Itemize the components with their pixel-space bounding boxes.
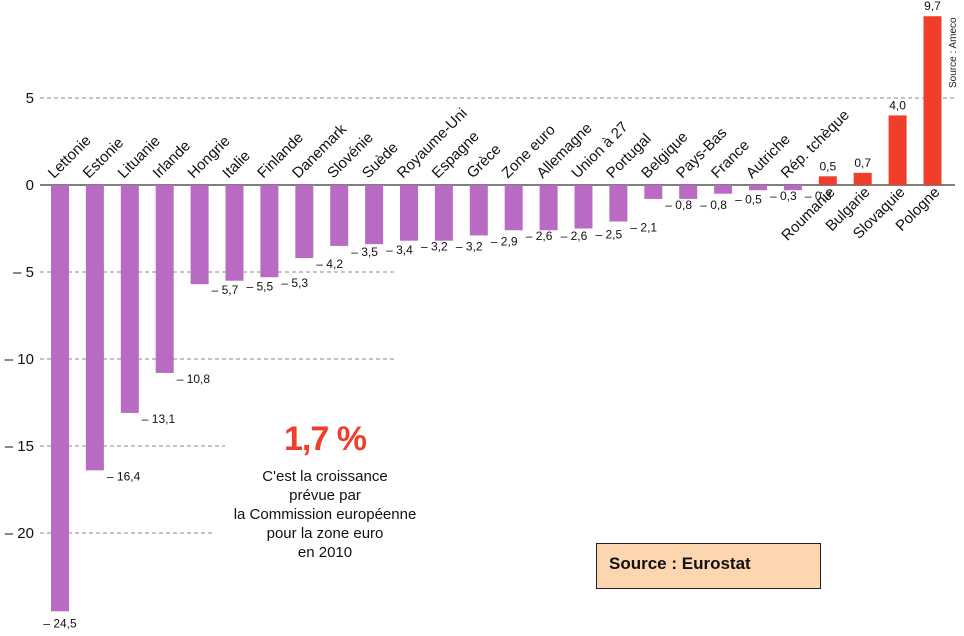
bar	[644, 185, 663, 199]
value-label: 9,7	[924, 0, 941, 13]
bar	[51, 185, 69, 612]
value-label: – 10,8	[177, 372, 211, 386]
value-label: – 2,6	[561, 229, 588, 243]
value-label: – 0,3	[770, 189, 797, 203]
value-labels: – 24,5– 16,4– 13,1– 10,8– 5,7– 5,5– 5,3–…	[43, 0, 941, 630]
bar	[155, 185, 174, 373]
value-label: – 3,5	[351, 245, 378, 259]
value-label: – 2,6	[526, 229, 553, 243]
bar	[400, 185, 418, 241]
value-label: – 3,4	[386, 243, 413, 257]
bar	[853, 172, 872, 185]
category-labels: LettonieEstonieLituanieIrlandeHongrieIta…	[45, 105, 944, 244]
bar	[260, 185, 279, 278]
bar	[190, 185, 209, 285]
y-tick-label: 0	[26, 177, 34, 194]
bar	[295, 185, 314, 259]
bar	[888, 115, 907, 185]
bar	[818, 176, 837, 185]
value-label: – 3,2	[421, 240, 448, 254]
value-label: – 0,5	[735, 193, 762, 207]
bar	[923, 16, 942, 185]
value-label: – 5,3	[281, 276, 308, 290]
source-box: Source : Eurostat	[596, 543, 821, 589]
bar	[679, 185, 698, 199]
bar	[469, 185, 488, 236]
y-tick-label: – 10	[5, 351, 34, 368]
value-label: – 0,3	[805, 189, 832, 203]
bar	[783, 185, 802, 191]
value-label: – 2,1	[630, 221, 657, 235]
bar	[504, 185, 523, 231]
bar	[434, 185, 453, 241]
value-label: – 3,2	[456, 240, 483, 254]
value-label: 4,0	[889, 98, 906, 112]
callout-highlight: 1,7 %	[284, 420, 367, 458]
value-label: – 5,5	[247, 280, 274, 294]
bar	[749, 185, 767, 191]
y-tick-label: – 15	[5, 438, 34, 455]
value-label: 0,7	[854, 156, 871, 170]
callout-text: C'est la croissance prévue par la Commis…	[233, 468, 417, 561]
value-label: – 5,7	[212, 283, 239, 297]
bar	[120, 185, 139, 413]
value-label: – 2,9	[491, 234, 518, 248]
value-label: – 24,5	[43, 616, 77, 630]
value-label: – 2,5	[596, 228, 623, 242]
side-source-label: Source : Ameco	[948, 17, 959, 88]
value-label: – 13,1	[142, 412, 176, 426]
bar	[330, 185, 349, 246]
bar	[714, 185, 733, 194]
value-label: – 0,8	[700, 198, 727, 212]
value-label: – 0,8	[665, 198, 692, 212]
value-label: – 4,2	[316, 257, 343, 271]
y-axis: 5 0 – 5 – 10 – 15 – 20	[5, 90, 34, 542]
y-tick-label: – 20	[5, 525, 34, 542]
y-tick-label: – 5	[13, 264, 34, 281]
bar	[574, 185, 593, 229]
bar	[539, 185, 558, 231]
bar	[365, 185, 384, 245]
value-label: – 16,4	[107, 469, 141, 483]
value-label: 0,5	[819, 159, 836, 173]
bars	[51, 16, 942, 612]
callout: 1,7 % C'est la croissance prévue par la …	[205, 420, 445, 562]
bar	[85, 185, 104, 471]
bar	[609, 185, 628, 222]
y-tick-label: 5	[26, 90, 34, 107]
bar	[225, 185, 244, 281]
